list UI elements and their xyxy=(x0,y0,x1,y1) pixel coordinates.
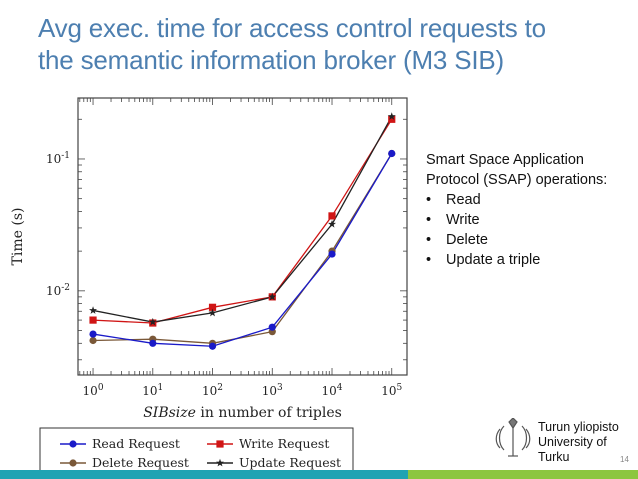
data-point-read-request xyxy=(268,323,276,331)
series-line-read-request xyxy=(92,153,393,347)
footer-bar-right xyxy=(408,470,638,479)
data-point-update-request xyxy=(387,112,396,120)
logo-line-1: Turun yliopisto xyxy=(538,420,619,434)
data-point-read-request xyxy=(149,339,157,347)
x-tick-label: 101 xyxy=(142,383,163,398)
legend-marker xyxy=(69,459,77,467)
series-line-write-request xyxy=(93,118,393,324)
logo-line-2: University of Turku xyxy=(538,435,607,464)
footer-bar-left xyxy=(0,470,408,479)
series-line-update-request xyxy=(92,116,393,323)
ssap-operation-item: Update a triple xyxy=(426,250,631,270)
x-tick-label: 100 xyxy=(83,383,104,398)
legend-box xyxy=(39,427,354,475)
data-point-write-request xyxy=(208,303,217,311)
legend-marker xyxy=(69,440,77,448)
x-tick-label: 103 xyxy=(262,383,283,398)
ssap-operation-item: Write xyxy=(426,210,631,230)
data-point-read-request xyxy=(388,149,396,158)
legend-label: Delete Request xyxy=(92,455,189,470)
data-point-write-request xyxy=(328,212,336,220)
ssap-operation-item: Delete xyxy=(426,230,631,250)
slide-title-line-2: the semantic information broker (M3 SIB) xyxy=(38,45,504,75)
slide-title: Avg exec. time for access control reques… xyxy=(38,12,618,76)
ssap-intro: Smart Space Application Protocol (SSAP) … xyxy=(426,152,608,188)
data-point-delete-request xyxy=(89,336,97,345)
data-point-update-request xyxy=(268,292,277,301)
y-axis-title: Time (s) xyxy=(10,208,26,266)
ssap-operation-item: Read xyxy=(426,190,631,210)
data-point-read-request xyxy=(328,250,336,258)
ssap-operations-list: ReadWriteDeleteUpdate a triple xyxy=(426,190,631,270)
labels-layer: 100 101 102 103 104 105 10-1 10-2 SIBsize in num… xyxy=(10,151,403,421)
data-point-update-request xyxy=(208,308,217,317)
slide-title-line-1: Avg exec. time for access control reques… xyxy=(38,13,546,43)
legend: Read Request Write Request Delete Request U… xyxy=(39,427,354,475)
legend-marker xyxy=(216,458,224,467)
legend-label: Write Request xyxy=(239,436,329,451)
data-point-update-request xyxy=(148,317,157,326)
legend-label: Update Request xyxy=(239,455,341,470)
torch-emblem-icon xyxy=(495,418,531,457)
y-tick-label: 10-2 xyxy=(46,283,70,298)
university-logo xyxy=(495,418,531,457)
data-point-update-request xyxy=(89,306,98,314)
x-tick-label: 102 xyxy=(202,383,223,398)
ticks-layer xyxy=(78,98,407,375)
x-tick-label: 104 xyxy=(322,383,343,398)
page-number: 14 xyxy=(620,455,629,464)
ssap-operations-text: Smart Space Application Protocol (SSAP) … xyxy=(426,150,631,270)
data-point-read-request xyxy=(208,342,217,350)
legend-marker xyxy=(216,440,224,448)
plot-frame xyxy=(77,97,408,376)
legend-label: Read Request xyxy=(92,436,180,451)
data-point-update-request xyxy=(328,220,336,228)
plot-static xyxy=(77,97,408,376)
x-tick-label: 105 xyxy=(381,383,402,398)
footer-bar xyxy=(0,470,638,479)
series-line-delete-request xyxy=(93,153,393,344)
y-tick-label: 10-1 xyxy=(46,151,70,166)
data-point-write-request xyxy=(388,115,396,123)
data-point-read-request xyxy=(89,330,97,338)
data-point-write-request xyxy=(89,316,97,324)
x-axis-title: SIBsize in number of triples xyxy=(143,405,342,421)
series-layer xyxy=(89,112,396,350)
logo-text: Turun yliopisto University of Turku xyxy=(538,420,638,465)
